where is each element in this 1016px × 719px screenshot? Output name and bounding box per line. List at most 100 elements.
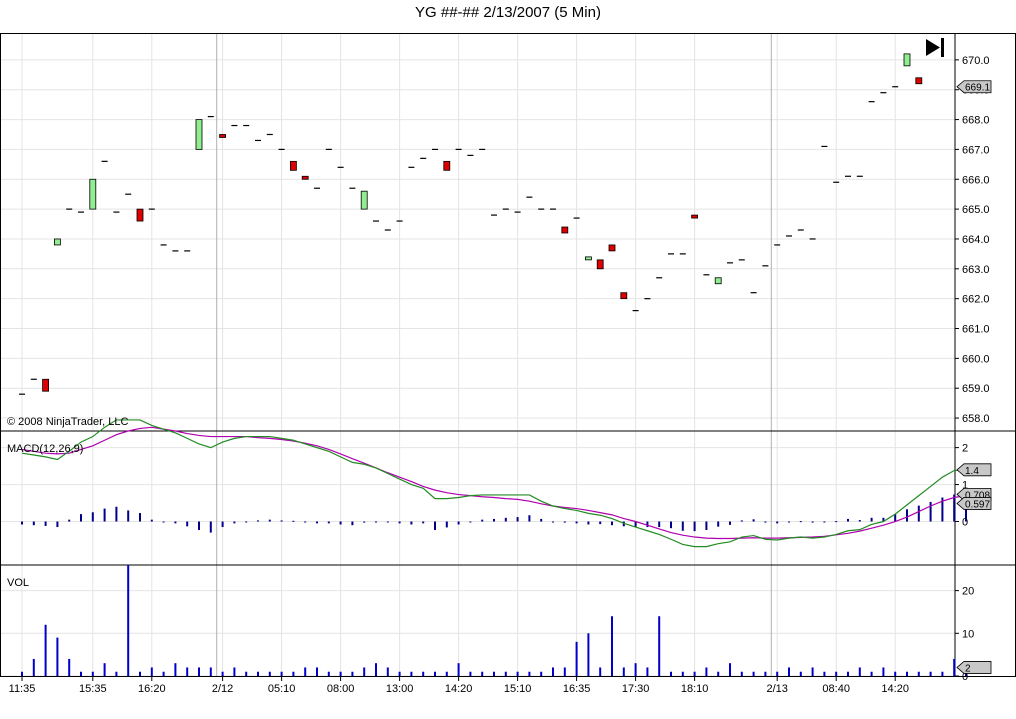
candle-body (596, 259, 604, 270)
macd-histogram-bar (422, 521, 425, 524)
macd-tick-label: 2 (962, 443, 968, 455)
macd-histogram-bar (658, 521, 661, 528)
macd-histogram-bar (174, 521, 177, 524)
macd-histogram-bar (115, 506, 118, 522)
volume-bar (622, 667, 625, 676)
volume-bar (316, 667, 318, 676)
macd-histogram-bar (445, 521, 448, 528)
volume-bar (670, 671, 672, 676)
volume-bar (233, 667, 236, 676)
macd-histogram-bar (799, 521, 802, 523)
volume-bar (292, 671, 295, 676)
price-last-tag-shape (956, 80, 992, 94)
macd-value-tag-text: 1.4 (965, 466, 979, 477)
macd-hist-tag-text: 0.708 (965, 490, 990, 501)
volume-bar (280, 671, 283, 676)
macd-histogram-bar (316, 521, 318, 524)
volume-bar (198, 667, 200, 676)
vol-last-tag: 2 (956, 661, 992, 674)
session-break-lines (216, 33, 772, 676)
macd-histogram-bar (587, 521, 590, 525)
scroll-to-end-button[interactable] (926, 38, 944, 57)
macd-signal-tag-shape (956, 497, 992, 510)
volume-bar (21, 671, 23, 676)
macd-histogram-bar (363, 521, 366, 523)
macd-histogram-bar (139, 513, 141, 522)
volume-bar (103, 663, 106, 676)
macd-histogram-bar (268, 519, 271, 522)
macd-signal-tag-text: 0.597 (965, 499, 990, 510)
macd-value-tag-shape (956, 463, 992, 477)
volume-bar (257, 671, 259, 676)
volume-bar (858, 667, 861, 676)
x-tick-label: 08:00 (327, 683, 355, 695)
macd-histogram-bar (646, 521, 649, 528)
x-tick-label: 13:00 (386, 683, 414, 695)
macd-line (21, 419, 967, 548)
price-tick-label: 666.0 (962, 174, 990, 186)
volume-bar (457, 663, 460, 676)
macd-histogram-bar (186, 521, 189, 527)
macd-histogram-bar (233, 521, 236, 524)
volume-bar (835, 671, 838, 676)
price-tick-label: 659.0 (962, 383, 990, 395)
macd-histogram-bar (634, 521, 637, 528)
macd-histogram-bar (953, 494, 956, 522)
macd-histogram-bar (457, 521, 460, 525)
macd-histogram-bar (599, 521, 602, 525)
macd-histogram-bar (410, 521, 413, 525)
vol-tick-label: 10 (962, 628, 974, 640)
macd-histogram-bar (717, 521, 720, 527)
volume-bar (68, 658, 71, 676)
macd-histogram-bar (386, 521, 389, 523)
volume-bar (552, 667, 554, 676)
macd-histogram-bar (56, 521, 59, 528)
volume-bar (268, 671, 271, 676)
volume-bar (56, 637, 59, 676)
volume-bar (811, 667, 814, 676)
play-icon[interactable] (926, 39, 940, 56)
x-tick-label: 18:10 (681, 683, 709, 695)
macd-histogram-bar (823, 521, 826, 523)
macd-histogram-bar (469, 521, 472, 523)
candle-body (714, 277, 722, 285)
vol-last-tag-shape (956, 661, 992, 674)
macd-histogram-bar (504, 517, 507, 522)
x-tick-label: 2/12 (212, 683, 233, 695)
price-tick-label: 661.0 (962, 324, 990, 336)
volume-bar (221, 671, 224, 676)
panel-frames (0, 33, 1016, 677)
x-tick-label: 08:40 (822, 683, 850, 695)
volume-bar (917, 671, 920, 676)
macd-histogram-bar (540, 518, 543, 522)
candle-body (691, 214, 698, 219)
macd-value-tag: 1.4 (956, 463, 992, 477)
macd-histogram-bar (847, 518, 849, 522)
volume-bar (327, 671, 330, 676)
macd-histogram-bar (162, 521, 165, 523)
copyright-text: © 2008 NinjaTrader, LLC (7, 416, 128, 428)
x-tick-label: 14:20 (881, 683, 909, 695)
volume-bar (658, 616, 661, 676)
end-bar-icon[interactable] (941, 38, 944, 57)
volume-bar (139, 671, 141, 676)
y-axis-labels: 670.0669.0668.0667.0666.0665.0664.0663.0… (955, 55, 990, 683)
macd-histogram-bar (280, 520, 283, 522)
outer-frame (0, 33, 1016, 677)
volume-bar (410, 671, 413, 676)
macd-histogram-bar (528, 515, 531, 522)
macd-histogram-bar (563, 521, 566, 523)
x-axis-labels: 11:35 15:35 16:20 2/12 05:10 08:00 13:00 14:20 1… (9, 677, 909, 695)
volume-bar (398, 671, 401, 676)
macd-histogram-bar (351, 521, 354, 526)
price-tick-label: 658.0 (962, 413, 990, 425)
volume-bar (481, 671, 484, 676)
volume-bar (776, 671, 779, 676)
volume-bars (21, 565, 967, 676)
candle-body (195, 119, 203, 150)
price-tick-label: 665.0 (962, 204, 990, 216)
macd-histogram-bar (776, 521, 779, 524)
macd-histogram-bar (740, 520, 743, 522)
candle-body (289, 160, 297, 171)
macd-histogram-bar (882, 517, 885, 522)
